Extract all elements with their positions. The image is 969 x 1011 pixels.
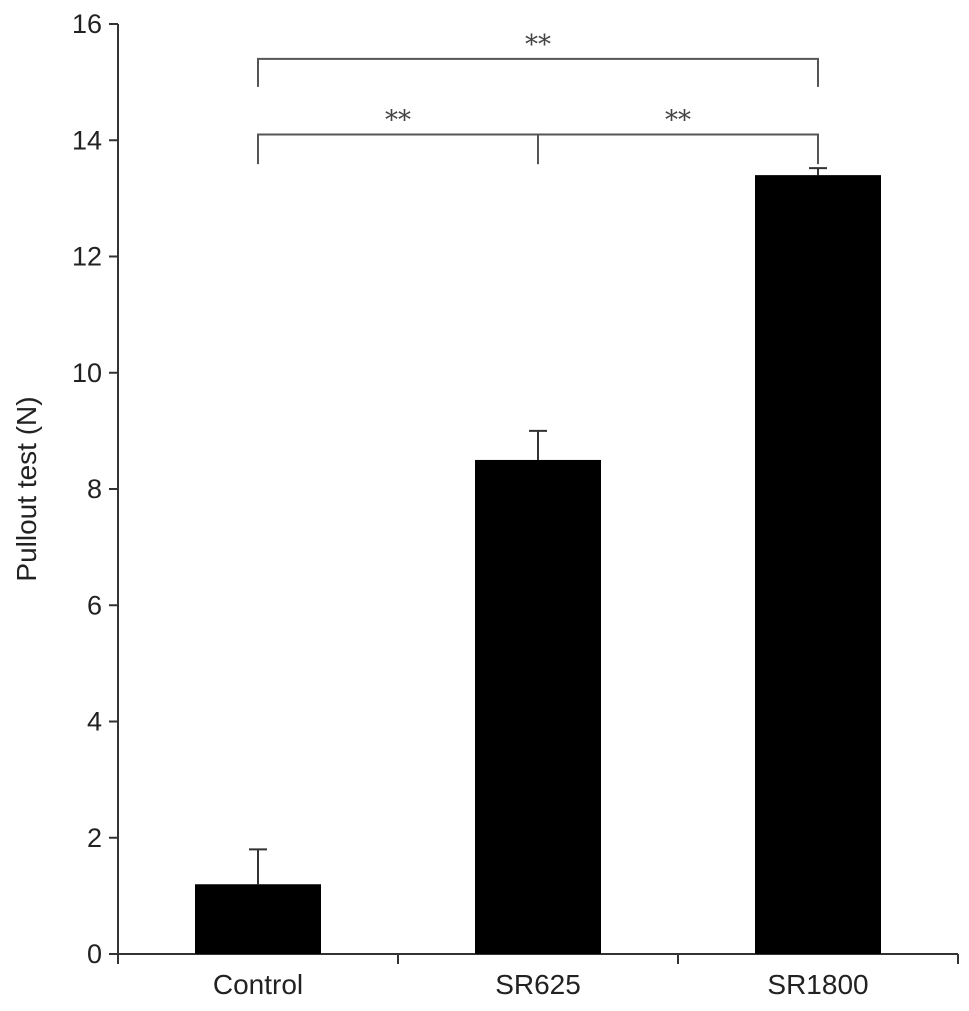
axes: 0 2 4 6 8 10 12 14 16 Control SR625 SR1800	[72, 9, 959, 1000]
x-tick-label: Control	[213, 969, 303, 1000]
significance-label: **	[385, 105, 411, 135]
bar-sr625	[475, 459, 601, 954]
significance-label: **	[525, 30, 551, 60]
y-tick-label: 2	[87, 823, 102, 853]
x-tick-label: SR1800	[767, 969, 868, 1000]
bars	[195, 167, 881, 954]
y-tick-label: 4	[87, 707, 102, 737]
y-tick-label: 6	[87, 590, 102, 620]
bar-control	[195, 884, 321, 954]
y-tick-label: 10	[72, 358, 102, 388]
bar-sr1800	[755, 175, 881, 954]
y-axis-title: Pullout test (N)	[11, 396, 42, 581]
y-tick-label: 0	[87, 939, 102, 969]
significance-bracket	[257, 57, 819, 87]
y-tick-label: 14	[72, 125, 102, 155]
y-tick-label: 16	[72, 9, 102, 39]
significance-bracket	[257, 133, 539, 165]
significance-label: **	[665, 105, 691, 135]
significance-brackets: ** ** **	[257, 30, 819, 165]
y-tick-label: 12	[72, 242, 102, 272]
x-tick-label: SR625	[495, 969, 581, 1000]
y-tick-label: 8	[87, 474, 102, 504]
significance-bracket	[537, 133, 819, 165]
